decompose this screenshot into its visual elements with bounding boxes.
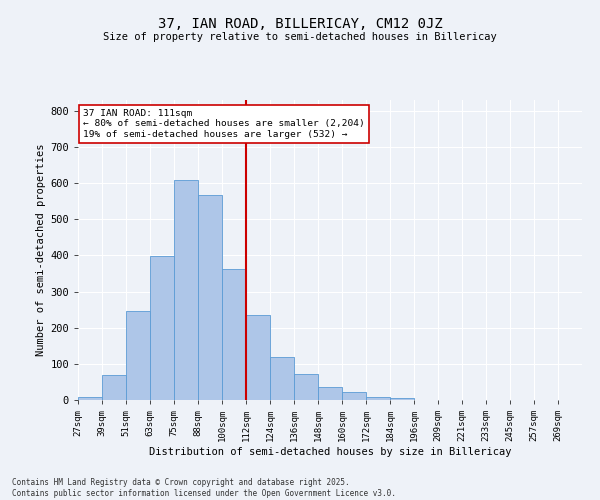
X-axis label: Distribution of semi-detached houses by size in Billericay: Distribution of semi-detached houses by … xyxy=(149,447,511,457)
Bar xyxy=(198,194,222,400)
Bar xyxy=(318,387,342,400)
Text: Contains HM Land Registry data © Crown copyright and database right 2025.
Contai: Contains HM Land Registry data © Crown c… xyxy=(12,478,396,498)
Bar xyxy=(342,392,366,400)
Text: Size of property relative to semi-detached houses in Billericay: Size of property relative to semi-detach… xyxy=(103,32,497,42)
Bar xyxy=(390,398,414,400)
Text: 37, IAN ROAD, BILLERICAY, CM12 0JZ: 37, IAN ROAD, BILLERICAY, CM12 0JZ xyxy=(158,18,442,32)
Bar xyxy=(246,315,270,400)
Bar xyxy=(294,374,318,400)
Y-axis label: Number of semi-detached properties: Number of semi-detached properties xyxy=(36,144,46,356)
Bar xyxy=(174,180,198,400)
Bar xyxy=(222,269,246,400)
Bar xyxy=(270,356,294,400)
Text: 37 IAN ROAD: 111sqm
← 80% of semi-detached houses are smaller (2,204)
19% of sem: 37 IAN ROAD: 111sqm ← 80% of semi-detach… xyxy=(83,109,365,139)
Bar xyxy=(102,376,126,400)
Bar xyxy=(126,310,150,400)
Bar xyxy=(150,256,174,400)
Bar xyxy=(366,397,390,400)
Bar xyxy=(78,397,102,400)
